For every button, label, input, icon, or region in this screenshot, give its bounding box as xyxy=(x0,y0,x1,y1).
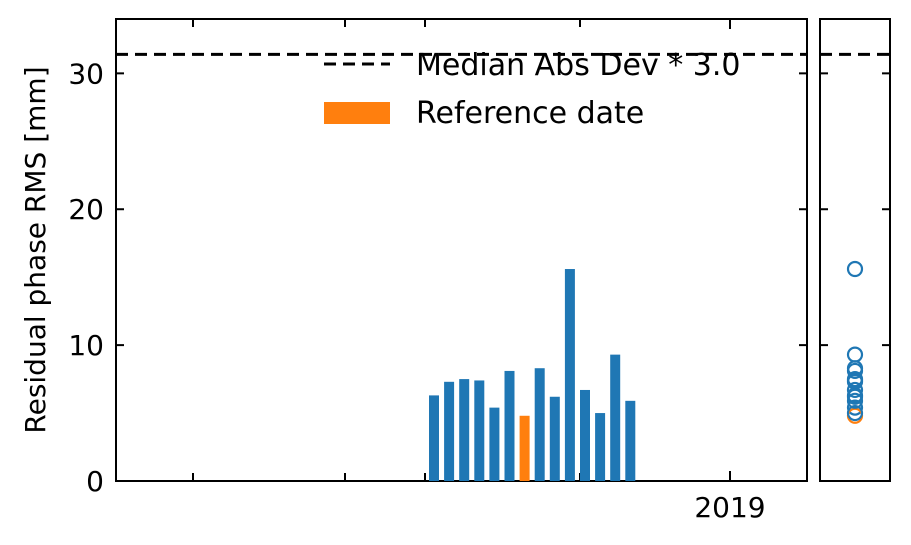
bar-12 xyxy=(610,354,621,481)
bar-9 xyxy=(564,269,575,481)
bar-10 xyxy=(580,389,590,481)
reference-bar xyxy=(519,415,530,481)
bar-8 xyxy=(549,396,560,481)
side-point-11 xyxy=(846,404,864,422)
legend-label-threshold: Median Abs Dev * 3.0 xyxy=(416,48,740,83)
bar-11 xyxy=(595,413,606,481)
bar-1 xyxy=(444,381,455,481)
side-point-13 xyxy=(846,392,864,409)
side-points-group xyxy=(846,260,864,424)
axis-ticks: 0 10 20 30 xyxy=(68,19,890,498)
legend-label-reference: Reference date xyxy=(416,96,644,131)
y-axis-label: Residual phase RMS [mm] xyxy=(19,66,52,433)
legend-reference-swatch xyxy=(324,102,390,124)
side-point-3 xyxy=(846,372,864,389)
x-tick-label-2019: 2019 xyxy=(694,491,765,524)
side-point-12 xyxy=(846,346,864,363)
side-point-10 xyxy=(846,381,864,399)
side-point-8 xyxy=(846,388,864,405)
bar-13 xyxy=(625,400,636,481)
y-tick-label-30: 30 xyxy=(68,57,104,90)
side-point-9 xyxy=(846,260,864,278)
bar-3 xyxy=(474,380,485,481)
bars-group xyxy=(429,269,636,481)
bar-5 xyxy=(504,370,515,481)
bar-7 xyxy=(534,368,545,481)
bar-0 xyxy=(429,395,439,481)
y-tick-label-10: 10 xyxy=(68,329,104,362)
side-point-4 xyxy=(846,399,864,416)
side-plot-frame xyxy=(819,18,891,482)
y-tick-label-0: 0 xyxy=(86,465,104,498)
bar-4 xyxy=(489,407,500,481)
y-tick-label-20: 20 xyxy=(68,193,104,226)
bar-2 xyxy=(459,379,470,481)
legend: Median Abs Dev * 3.0 Reference date xyxy=(324,48,740,131)
